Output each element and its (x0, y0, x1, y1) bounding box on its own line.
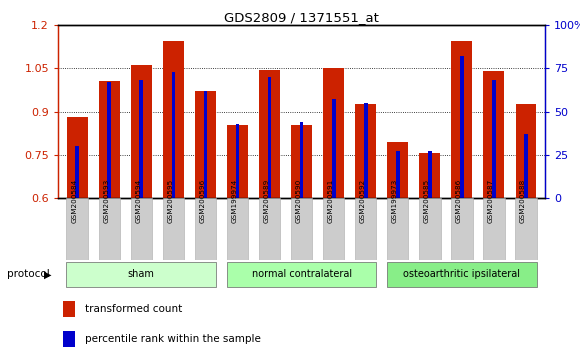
Bar (387, 142, 408, 198)
Bar (227, 262, 376, 287)
Bar (162, 198, 184, 260)
Bar (195, 91, 216, 198)
Bar (300, 122, 303, 198)
Bar (451, 41, 472, 198)
Text: sham: sham (128, 269, 155, 279)
Bar (492, 80, 496, 198)
Text: GSM200596: GSM200596 (200, 179, 205, 223)
Text: ▶: ▶ (44, 269, 51, 279)
Bar (483, 198, 505, 260)
Bar (460, 56, 464, 198)
Text: GSM200591: GSM200591 (328, 179, 334, 223)
Bar (99, 81, 119, 198)
Text: GSM200585: GSM200585 (424, 179, 430, 223)
Bar (484, 71, 505, 198)
Bar (268, 77, 271, 198)
Text: GSM200584: GSM200584 (71, 179, 77, 223)
Bar (204, 91, 207, 198)
Bar (259, 198, 280, 260)
Bar (291, 125, 312, 198)
Text: GSM200590: GSM200590 (296, 179, 302, 223)
Text: GSM200594: GSM200594 (135, 179, 142, 223)
Bar (332, 99, 335, 198)
Bar (235, 124, 240, 198)
Bar (355, 198, 376, 260)
Bar (396, 152, 400, 198)
Text: transformed count: transformed count (85, 304, 182, 314)
Text: osteoarthritic ipsilateral: osteoarthritic ipsilateral (403, 269, 520, 279)
Text: percentile rank within the sample: percentile rank within the sample (85, 334, 260, 344)
Bar (163, 41, 184, 198)
Bar (75, 146, 79, 198)
Bar (67, 198, 88, 260)
Bar (524, 134, 528, 198)
Bar (419, 198, 441, 260)
Bar (291, 198, 313, 260)
Bar (67, 262, 216, 287)
Bar (130, 198, 152, 260)
Text: GSM200589: GSM200589 (263, 179, 270, 223)
Bar (356, 104, 376, 198)
Text: GSM200587: GSM200587 (488, 179, 494, 223)
Text: GSM200593: GSM200593 (103, 179, 109, 223)
Bar (387, 262, 536, 287)
Bar (323, 198, 345, 260)
Bar (227, 198, 248, 260)
Bar (63, 301, 75, 317)
Bar (259, 70, 280, 198)
Text: GSM200588: GSM200588 (520, 179, 526, 223)
Title: GDS2809 / 1371551_at: GDS2809 / 1371551_at (224, 11, 379, 24)
Bar (195, 198, 216, 260)
Text: normal contralateral: normal contralateral (252, 269, 351, 279)
Bar (451, 198, 473, 260)
Text: GSM200586: GSM200586 (456, 179, 462, 223)
Text: GSM200592: GSM200592 (360, 179, 366, 223)
Bar (323, 68, 344, 198)
Bar (63, 331, 75, 347)
Text: GSM199973: GSM199973 (392, 179, 398, 223)
Bar (67, 117, 88, 198)
Bar (387, 198, 408, 260)
Text: GSM200595: GSM200595 (168, 179, 173, 223)
Bar (172, 72, 175, 198)
Bar (107, 82, 111, 198)
Text: protocol: protocol (7, 269, 50, 279)
Bar (139, 80, 143, 198)
Bar (364, 103, 368, 198)
Bar (99, 198, 120, 260)
Bar (419, 153, 440, 198)
Bar (131, 65, 152, 198)
Text: GSM199974: GSM199974 (231, 179, 237, 223)
Bar (515, 198, 536, 260)
Bar (516, 104, 536, 198)
Bar (227, 125, 248, 198)
Bar (428, 152, 432, 198)
